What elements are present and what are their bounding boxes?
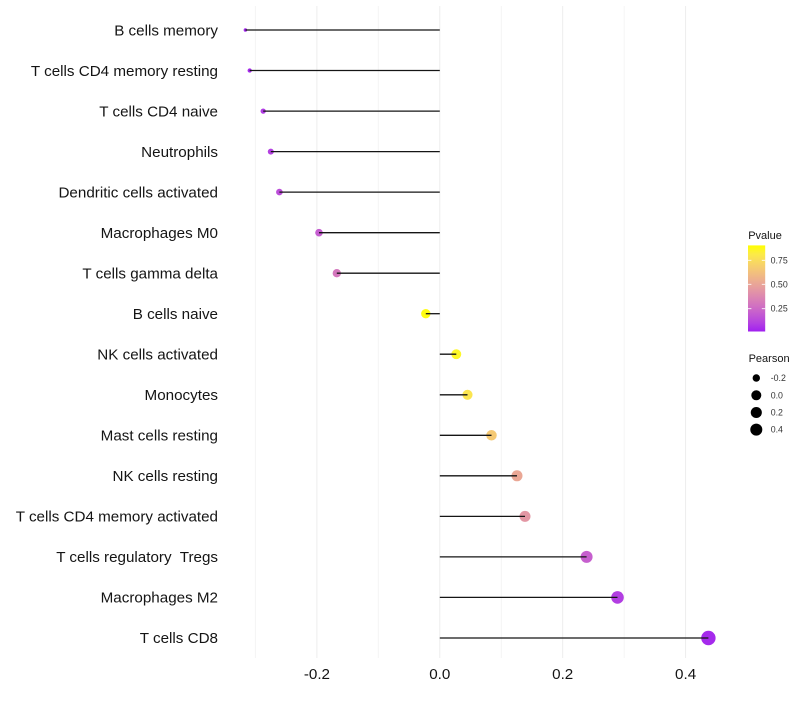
svg-text:Neutrophils: Neutrophils: [141, 144, 218, 161]
svg-text:Macrophages M2: Macrophages M2: [101, 590, 218, 607]
svg-text:0.2: 0.2: [771, 408, 783, 418]
svg-text:B cells naive: B cells naive: [133, 306, 218, 323]
svg-text:T cells CD4 memory activated: T cells CD4 memory activated: [16, 509, 218, 526]
svg-text:Pvalue: Pvalue: [748, 230, 782, 242]
svg-text:Monocytes: Monocytes: [145, 387, 219, 404]
svg-text:T cells CD8: T cells CD8: [140, 630, 218, 647]
svg-text:0.2: 0.2: [552, 666, 573, 683]
svg-text:T cells regulatory Tregs: T cells regulatory Tregs: [56, 549, 218, 566]
svg-text:-0.2: -0.2: [304, 666, 330, 683]
svg-text:Mast cells resting: Mast cells resting: [101, 428, 218, 445]
svg-text:NK cells resting: NK cells resting: [112, 468, 218, 485]
svg-text:B cells memory: B cells memory: [114, 22, 218, 39]
svg-text:Pearson: Pearson: [749, 353, 790, 365]
svg-text:NK cells activated: NK cells activated: [97, 347, 218, 364]
svg-text:T cells CD4 naive: T cells CD4 naive: [99, 103, 218, 120]
svg-text:T cells CD4 memory resting: T cells CD4 memory resting: [31, 63, 218, 80]
svg-text:Dendritic cells activated: Dendritic cells activated: [58, 184, 218, 201]
svg-text:0.0: 0.0: [771, 390, 783, 400]
svg-text:Macrophages M0: Macrophages M0: [101, 225, 218, 242]
svg-text:0.50: 0.50: [771, 280, 788, 290]
svg-text:T cells gamma delta: T cells gamma delta: [82, 266, 218, 283]
svg-text:0.0: 0.0: [429, 666, 450, 683]
svg-text:0.4: 0.4: [675, 666, 696, 683]
svg-text:0.4: 0.4: [771, 425, 783, 435]
svg-text:0.75: 0.75: [771, 256, 788, 266]
svg-text:-0.2: -0.2: [771, 373, 786, 383]
svg-text:0.25: 0.25: [771, 304, 788, 314]
